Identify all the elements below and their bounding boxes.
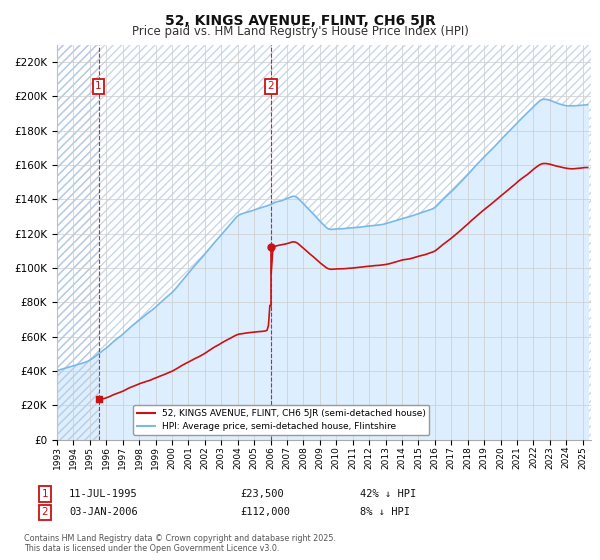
Text: £112,000: £112,000	[240, 507, 290, 517]
Text: 03-JAN-2006: 03-JAN-2006	[69, 507, 138, 517]
Text: 2: 2	[268, 81, 274, 91]
Text: 11-JUL-1995: 11-JUL-1995	[69, 489, 138, 499]
Text: Price paid vs. HM Land Registry's House Price Index (HPI): Price paid vs. HM Land Registry's House …	[131, 25, 469, 38]
Text: £23,500: £23,500	[240, 489, 284, 499]
Text: 1: 1	[95, 81, 102, 91]
Bar	[57, 45, 98, 440]
Text: Contains HM Land Registry data © Crown copyright and database right 2025.
This d: Contains HM Land Registry data © Crown c…	[24, 534, 336, 553]
Text: 42% ↓ HPI: 42% ↓ HPI	[360, 489, 416, 499]
Text: 1: 1	[41, 489, 49, 499]
Text: 2: 2	[41, 507, 49, 517]
Text: 8% ↓ HPI: 8% ↓ HPI	[360, 507, 410, 517]
Text: 52, KINGS AVENUE, FLINT, CH6 5JR: 52, KINGS AVENUE, FLINT, CH6 5JR	[164, 14, 436, 28]
Legend: 52, KINGS AVENUE, FLINT, CH6 5JR (semi-detached house), HPI: Average price, semi: 52, KINGS AVENUE, FLINT, CH6 5JR (semi-d…	[133, 405, 430, 435]
